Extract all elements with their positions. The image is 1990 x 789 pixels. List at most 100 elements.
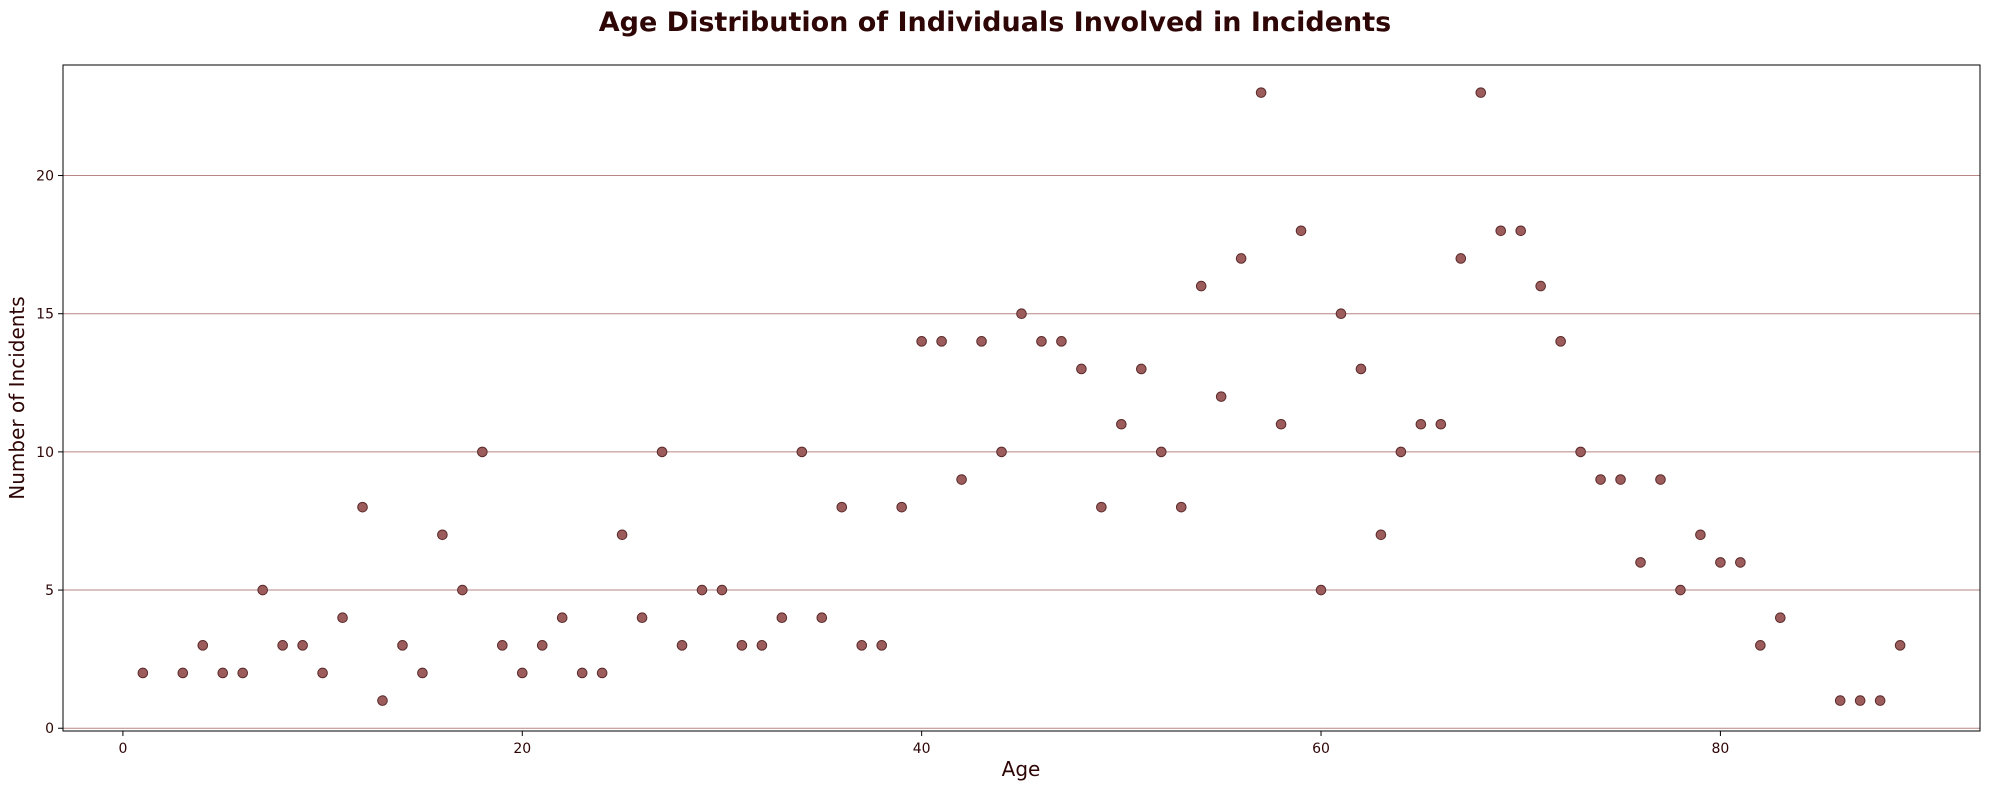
- data-point: [516, 667, 528, 679]
- data-point: [1715, 557, 1726, 568]
- data-point: [736, 640, 748, 651]
- data-point: [1335, 308, 1347, 320]
- x-axis-label: Age: [1002, 757, 1041, 781]
- data-point: [1595, 474, 1606, 485]
- data-point: [656, 446, 668, 458]
- data-point: [1395, 446, 1407, 458]
- data-point: [337, 612, 348, 623]
- data-point: [1155, 446, 1167, 458]
- data-point: [1455, 253, 1467, 264]
- data-point: [1375, 529, 1387, 541]
- data-point: [616, 529, 628, 541]
- data-point: [576, 667, 588, 679]
- data-point: [1415, 418, 1427, 430]
- data-point: [1355, 363, 1367, 375]
- data-point: [636, 612, 648, 623]
- data-point: [836, 501, 848, 513]
- data-point: [477, 446, 488, 458]
- data-point: [1235, 253, 1247, 264]
- y-tick-label: 5: [45, 583, 54, 599]
- data-point: [896, 501, 907, 513]
- data-point: [1775, 612, 1786, 623]
- data-point: [197, 640, 209, 651]
- data-point: [536, 640, 548, 651]
- x-tick-label: 40: [913, 741, 931, 757]
- data-point: [876, 640, 888, 651]
- data-point: [1854, 695, 1866, 706]
- data-point: [856, 640, 868, 651]
- y-tick-label: 20: [36, 169, 54, 185]
- data-point: [1275, 418, 1287, 430]
- data-point: [257, 584, 268, 596]
- data-point: [277, 640, 288, 651]
- data-point: [497, 640, 508, 651]
- data-point: [1295, 225, 1307, 237]
- data-point: [676, 640, 688, 651]
- grid-lines: [63, 175, 1980, 729]
- data-point: [1755, 640, 1766, 651]
- y-tick-label: 15: [36, 307, 54, 323]
- x-tick-label: 80: [1711, 741, 1729, 757]
- data-point: [1096, 501, 1107, 513]
- data-point: [1675, 584, 1686, 596]
- data-point: [1894, 640, 1906, 651]
- data-point: [1695, 529, 1706, 541]
- data-point: [696, 584, 708, 596]
- plot-frame: [62, 64, 1981, 732]
- data-point: [1215, 391, 1227, 402]
- data-point: [1615, 474, 1626, 485]
- y-axis-ticks: 0 5 10 15 20: [36, 169, 63, 737]
- data-point: [756, 640, 768, 651]
- data-point: [397, 640, 408, 651]
- data-point: [1535, 280, 1546, 292]
- data-point: [796, 446, 808, 458]
- x-tick-label: 0: [118, 741, 127, 757]
- data-point: [1555, 336, 1566, 347]
- data-point: [1175, 501, 1187, 513]
- y-tick-label: 0: [45, 721, 54, 737]
- data-point: [237, 667, 249, 679]
- data-point: [1195, 280, 1207, 292]
- data-point: [816, 612, 828, 623]
- data-point: [1655, 474, 1666, 485]
- chart-title: Age Distribution of Individuals Involved…: [599, 7, 1391, 38]
- data-point: [1036, 336, 1047, 347]
- data-point: [1575, 446, 1586, 458]
- x-axis-ticks: 0 20 40 60 80: [118, 731, 1729, 757]
- data-point: [1435, 418, 1447, 430]
- data-point: [457, 584, 468, 596]
- data-point: [1475, 87, 1487, 98]
- data-point: [1315, 584, 1327, 596]
- data-point: [1136, 363, 1147, 375]
- data-point: [1116, 418, 1127, 430]
- data-point: [137, 667, 149, 679]
- data-point: [437, 529, 448, 541]
- data-point: [417, 667, 428, 679]
- data-point: [1495, 225, 1507, 237]
- data-point: [297, 640, 308, 651]
- data-point: [776, 612, 788, 623]
- data-point: [976, 336, 987, 347]
- data-point: [596, 667, 608, 679]
- x-tick-label: 20: [513, 741, 531, 757]
- data-point: [377, 695, 388, 706]
- data-point: [956, 474, 967, 485]
- data-point: [1016, 308, 1027, 320]
- data-point: [1735, 557, 1746, 568]
- y-tick-label: 10: [36, 445, 54, 461]
- data-point: [217, 667, 229, 679]
- data-point: [1834, 695, 1846, 706]
- data-point: [177, 667, 189, 679]
- data-point: [916, 336, 927, 347]
- y-axis-label: Number of Incidents: [5, 296, 29, 499]
- data-point: [357, 501, 368, 513]
- data-point: [1874, 695, 1886, 706]
- data-point: [1056, 336, 1067, 347]
- x-tick-label: 60: [1312, 741, 1330, 757]
- data-point: [1515, 225, 1527, 237]
- data-point: [317, 667, 328, 679]
- data-point: [1255, 87, 1267, 98]
- data-point: [1076, 363, 1087, 375]
- data-point: [996, 446, 1007, 458]
